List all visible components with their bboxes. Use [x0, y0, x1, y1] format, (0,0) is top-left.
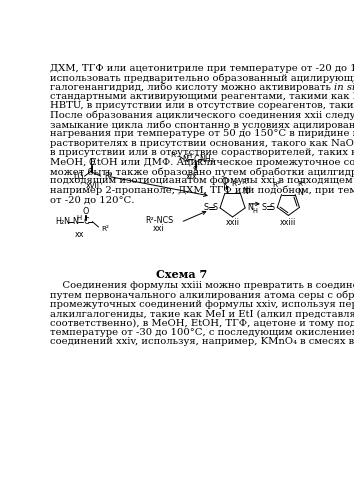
Text: использовать предварительно образованный ацилирующий агент, такой как: использовать предварительно образованный… — [51, 73, 354, 83]
Text: HBTU, в присутствии или в отсутствие сореагентов, таких как HOBt или DMAP.: HBTU, в присутствии или в отсутствие сор… — [51, 101, 354, 110]
Text: H: H — [252, 208, 257, 214]
Text: S: S — [204, 204, 209, 213]
Text: xxii: xxii — [225, 218, 240, 227]
Text: алкилгалогениды, такие как MeI и EtI (алкил представляет собой Me и Et,: алкилгалогениды, такие как MeI и EtI (ал… — [51, 309, 354, 318]
Text: R²: R² — [231, 181, 239, 187]
Text: в присутствии или в отсутствие сорастворителей, таких как диоксан, ТГФ,: в присутствии или в отсутствие сораствор… — [51, 148, 354, 157]
Text: S: S — [213, 204, 218, 213]
Text: R¹: R¹ — [241, 180, 249, 186]
Text: подходящим изотиоцианатом формулы xxi в подходящем растворителе,: подходящим изотиоцианатом формулы xxi в … — [51, 177, 354, 186]
Text: H: H — [76, 216, 82, 222]
Text: R²: R² — [105, 173, 113, 182]
Text: N: N — [72, 217, 78, 226]
Text: R²: R² — [102, 226, 109, 232]
Text: xix: xix — [185, 172, 198, 181]
Text: S: S — [193, 166, 198, 175]
Text: H: H — [246, 186, 251, 192]
Text: H₂N: H₂N — [55, 217, 70, 226]
Text: R²: R² — [272, 182, 280, 188]
Text: xvii: xvii — [86, 181, 100, 190]
Text: замыкание цикла либо спонтанно в условиях ацилирования, либо путем: замыкание цикла либо спонтанно в условия… — [51, 120, 354, 130]
Text: xx: xx — [74, 230, 84, 239]
Text: O: O — [88, 158, 95, 167]
Text: соединений xxiv, используя, например, KMnO₄ в смесях воды и уксусной: соединений xxiv, используя, например, KM… — [51, 337, 354, 346]
Text: xxi: xxi — [153, 224, 165, 233]
Text: in situ: in situ — [335, 82, 354, 91]
Text: R¹: R¹ — [171, 152, 178, 158]
Text: После образования ациклического соединения xxii следует щелочное: После образования ациклического соединен… — [51, 111, 354, 120]
Text: галогенангидрид, либо кислоту можно активировать: галогенангидрид, либо кислоту можно акти… — [51, 82, 335, 92]
Text: нагревания при температуре от 50 до 150°С в пиридине или в водных: нагревания при температуре от 50 до 150°… — [51, 129, 354, 139]
Text: R⁴: R⁴ — [297, 181, 305, 187]
Text: от -20 до 120°С.: от -20 до 120°С. — [51, 195, 135, 204]
Text: N: N — [182, 155, 188, 164]
Text: соответственно), в MeOH, EtOH, ТГФ, ацетоне и тому подобном при: соответственно), в MeOH, EtOH, ТГФ, ацет… — [51, 318, 354, 328]
Text: промежуточных соединений формулы xxiv, используя первичные: промежуточных соединений формулы xxiv, и… — [51, 300, 354, 309]
Text: O: O — [82, 207, 88, 216]
Text: например 2-пропаноле, ДХМ, ТГФ или подобном, при температурах в интервале: например 2-пропаноле, ДХМ, ТГФ или подоб… — [51, 186, 354, 195]
Text: N: N — [242, 187, 248, 196]
Text: S: S — [262, 203, 267, 212]
Text: стандартными активирующими реагентами, такими как DCC, DIC, EDCl или: стандартными активирующими реагентами, т… — [51, 92, 354, 101]
Text: ДХМ, ТГФ или ацетонитриле при температуре от -20 до 100°С. Можно: ДХМ, ТГФ или ацетонитриле при температур… — [51, 64, 354, 73]
Text: N: N — [247, 204, 253, 213]
Text: LG: LG — [73, 172, 84, 181]
Text: S: S — [270, 203, 275, 212]
Text: xxiii: xxiii — [280, 218, 297, 227]
Text: путем первоначального алкилирования атома серы с образованием: путем первоначального алкилирования атом… — [51, 290, 354, 300]
Text: температуре от -30 до 100°С, с последующим окислением промежуточных: температуре от -30 до 100°С, с последующ… — [51, 328, 354, 337]
Text: C: C — [193, 155, 199, 164]
Text: H: H — [187, 153, 192, 159]
Text: O: O — [222, 177, 228, 186]
Text: может быть также образовано путем обработки ацилгидразида формулы xx: может быть также образовано путем обрабо… — [51, 167, 354, 177]
Text: MeOH, EtOH или ДМФ. Ациклическое промежуточное соединение формулы xxii: MeOH, EtOH или ДМФ. Ациклическое промежу… — [51, 158, 354, 167]
Text: R²-NCS: R²-NCS — [145, 216, 173, 225]
Text: C: C — [83, 217, 89, 226]
Text: Схема 7: Схема 7 — [156, 269, 207, 280]
Text: растворителях в присутствии основания, такого как NaOH, NaHCO₃ или Na₂CO₃,: растворителях в присутствии основания, т… — [51, 139, 354, 148]
Text: Соединения формулы xxiii можно превратить в соединения формулы xxv: Соединения формулы xxiii можно превратит… — [51, 281, 354, 290]
Text: N: N — [297, 189, 303, 198]
Text: NH₂: NH₂ — [200, 155, 215, 164]
